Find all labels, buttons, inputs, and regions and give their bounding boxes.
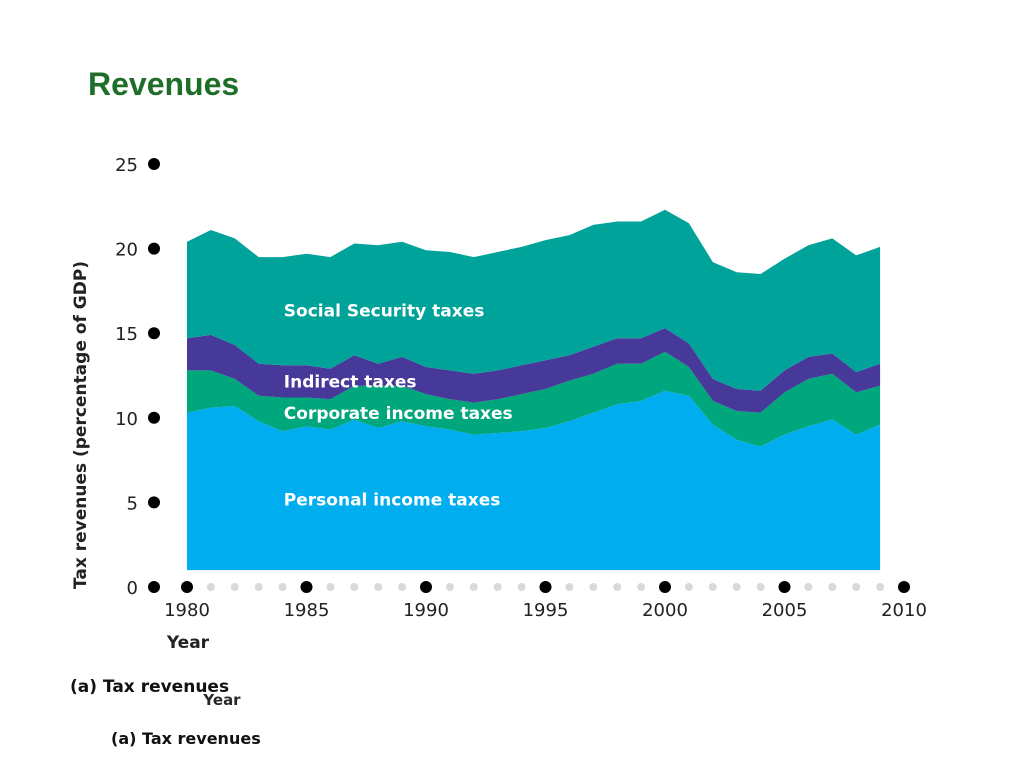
x-axis-title: Year	[166, 633, 210, 653]
axis-dots	[148, 158, 910, 593]
y-tick-label: 25	[115, 155, 138, 176]
caption-primary: (a) Tax revenues	[70, 677, 229, 697]
x-tick-dot	[300, 581, 313, 593]
x-minor-dot	[278, 583, 287, 591]
x-minor-dot	[589, 583, 598, 591]
x-minor-dot	[469, 583, 478, 591]
x-minor-dot	[326, 583, 335, 591]
y-tick-label: 10	[115, 409, 138, 430]
x-minor-dot	[206, 583, 215, 591]
caption-secondary: (a) Tax revenues	[111, 729, 261, 748]
x-minor-dot	[374, 583, 383, 591]
x-minor-dot	[398, 583, 407, 591]
x-tick-label: 2010	[881, 600, 927, 621]
series-label: Social Security taxes	[284, 301, 485, 321]
origin-dot	[148, 581, 160, 593]
y-tick-dot	[148, 242, 160, 255]
y-tick-label: 5	[127, 493, 138, 514]
area-layers	[187, 209, 881, 571]
x-tick-dot	[420, 581, 432, 593]
x-minor-dot	[254, 583, 263, 591]
x-tick-dot	[659, 581, 671, 593]
area-indirect-taxes	[187, 328, 881, 413]
y-tick-dot	[148, 327, 160, 340]
x-minor-dot	[732, 583, 741, 591]
area-social-security-taxes	[187, 209, 881, 391]
x-minor-dot	[708, 583, 717, 591]
area-personal-income-taxes	[187, 390, 881, 571]
x-minor-dot	[613, 583, 622, 591]
x-minor-dot	[684, 583, 693, 591]
y-tick-label: 0	[127, 578, 138, 599]
y-tick-label: 20	[115, 240, 138, 261]
series-label: Corporate income taxes	[284, 404, 513, 424]
x-minor-dot	[804, 583, 813, 591]
x-minor-dot	[876, 583, 885, 591]
x-tick-dot	[181, 581, 193, 593]
y-axis-title: Tax revenues (percentage of GDP)	[71, 261, 91, 589]
x-tick-label: 1995	[523, 600, 569, 621]
caption-stray-year: Year	[202, 691, 241, 709]
x-minor-dot	[828, 583, 837, 591]
y-tick-dot	[148, 411, 160, 424]
x-minor-dot	[445, 583, 454, 591]
y-tick-label: 15	[115, 324, 138, 345]
x-minor-dot	[637, 583, 646, 591]
x-minor-dot	[565, 583, 574, 591]
area-corporate-income-taxes	[187, 351, 881, 447]
x-minor-dot	[517, 583, 526, 591]
x-minor-dot	[493, 583, 502, 591]
series-label: Personal income taxes	[284, 490, 501, 510]
x-tick-labels: 1980 1985 1990 1995 2000 2005 2010	[164, 600, 927, 621]
x-tick-label: 2005	[762, 600, 808, 621]
y-tick-dot	[148, 158, 160, 170]
x-tick-label: 1990	[403, 600, 449, 621]
page-title: Revenues	[88, 66, 240, 102]
x-tick-label: 1980	[164, 600, 210, 621]
y-tick-dot	[148, 496, 160, 509]
y-tick-labels: 0 5 10 15 20 25	[115, 155, 138, 599]
x-minor-dot	[756, 583, 765, 591]
x-tick-dot	[778, 581, 791, 593]
x-tick-label: 2000	[642, 600, 688, 621]
x-minor-dot	[230, 583, 239, 591]
x-tick-dot	[539, 581, 552, 593]
series-label: Indirect taxes	[284, 372, 417, 392]
series-labels: Personal income taxes Corporate income ta…	[284, 301, 513, 510]
x-tick-label: 1985	[284, 600, 330, 621]
x-minor-dot	[350, 583, 359, 591]
x-minor-dot	[852, 583, 861, 591]
x-tick-dot	[898, 581, 910, 593]
